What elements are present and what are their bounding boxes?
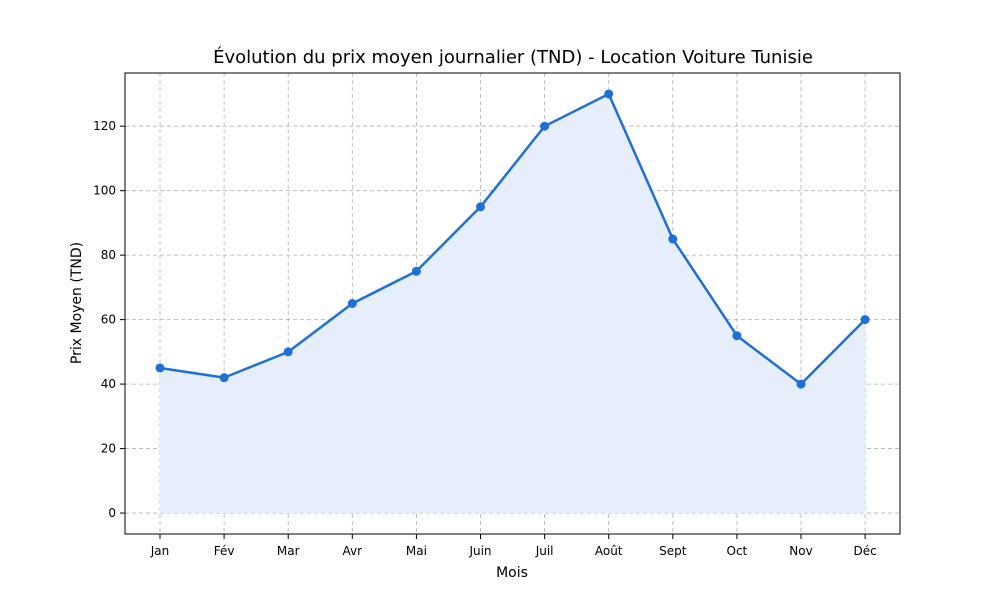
y-tick-label: 80 [101, 248, 116, 262]
x-tick-label: Déc [853, 544, 876, 558]
x-tick-label: Juin [468, 544, 491, 558]
chart-title: Évolution du prix moyen journalier (TND)… [213, 46, 813, 68]
x-tick-label: Juil [535, 544, 554, 558]
x-axis-ticks: Jan Fév Mar Avr Mai Juin Juil Août Sept Oct Nov Déc [150, 534, 877, 558]
x-tick-label: Jan [150, 544, 170, 558]
y-axis-ticks: 0 20 40 60 80 100 120 [93, 119, 125, 520]
y-tick-label: 40 [101, 377, 116, 391]
y-axis-label: Prix Moyen (TND) [69, 242, 85, 364]
data-point [668, 234, 678, 244]
data-point [219, 373, 229, 383]
x-tick-label: Sept [659, 544, 687, 558]
data-point [411, 266, 421, 276]
series-area-fill [160, 93, 866, 514]
x-tick-label: Avr [343, 544, 363, 558]
data-point [860, 315, 870, 325]
x-tick-label: Mar [277, 544, 300, 558]
area-fill-layer [160, 93, 866, 514]
y-tick-label: 100 [93, 184, 116, 198]
data-point [604, 89, 614, 99]
x-tick-label: Août [595, 544, 623, 558]
x-tick-label: Fév [214, 544, 235, 558]
data-point [732, 331, 742, 341]
data-point [347, 299, 357, 308]
y-tick-label: 0 [108, 506, 116, 520]
series-line [159, 92, 866, 386]
x-axis-label: Mois [496, 565, 528, 581]
x-tick-label: Nov [789, 544, 812, 558]
data-point [155, 363, 165, 373]
data-point [540, 121, 550, 131]
x-tick-label: Oct [727, 544, 748, 558]
x-tick-label: Mai [406, 544, 427, 558]
y-tick-label: 120 [93, 119, 116, 133]
data-point [796, 379, 806, 389]
y-tick-label: 60 [101, 313, 116, 327]
plot-frame [124, 72, 901, 535]
data-point [283, 347, 293, 357]
data-point [476, 202, 485, 212]
series-line-layer [159, 92, 866, 386]
data-point-layer [155, 89, 870, 389]
y-tick-label: 20 [101, 442, 116, 456]
